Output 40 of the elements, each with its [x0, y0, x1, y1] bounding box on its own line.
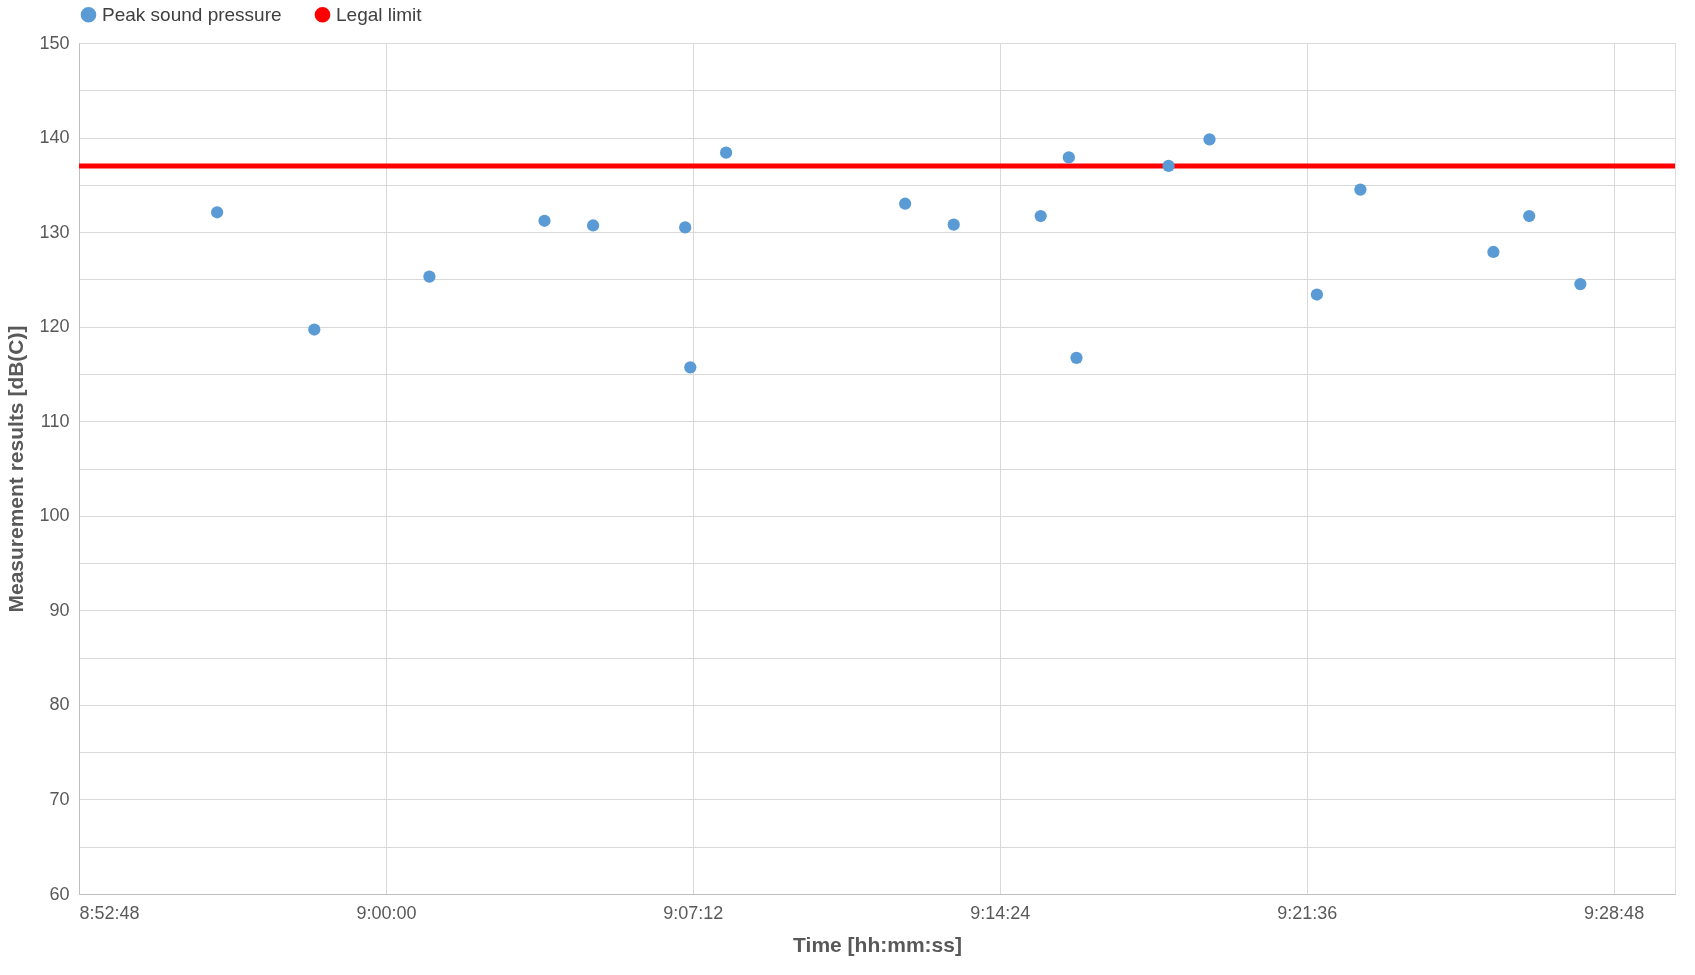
point: [423, 270, 436, 283]
x-tick-label: 9:07:12: [663, 902, 724, 923]
legend-label: Legal limit: [336, 3, 423, 25]
y-tick-label: 70: [49, 788, 70, 809]
point: [899, 197, 912, 210]
y-tick-label: 60: [49, 883, 70, 904]
point: [1203, 133, 1216, 146]
point: [947, 218, 960, 231]
point: [1070, 351, 1083, 364]
y-tick-label: 130: [39, 221, 70, 242]
y-axis-title: Measurement results [dB(C)]: [4, 325, 28, 613]
point: [308, 323, 321, 336]
point: [1354, 183, 1367, 196]
point: [1162, 159, 1175, 173]
point: [1523, 209, 1536, 223]
y-tick-label: 90: [49, 599, 70, 620]
y-tick-label: 140: [39, 127, 70, 148]
point: [719, 146, 733, 159]
point: [1062, 151, 1075, 164]
point: [1310, 288, 1324, 301]
x-tick-label: 8:52:48: [79, 902, 140, 923]
point: [679, 221, 692, 234]
x-tick-label: 9:28:48: [1584, 902, 1645, 923]
y-tick-label: 100: [39, 505, 70, 526]
y-tick-label: 120: [39, 316, 70, 337]
x-tick-label: 9:14:24: [970, 902, 1031, 923]
point: [1574, 278, 1587, 291]
legend-label: Peak sound pressure: [102, 3, 282, 25]
point: [1487, 245, 1500, 259]
x-axis-title: Time [hh:mm:ss]: [793, 932, 962, 956]
point: [538, 214, 551, 227]
point: [210, 206, 224, 219]
y-tick-label: 80: [49, 694, 70, 715]
y-tick-label: 110: [40, 410, 70, 431]
point: [1034, 209, 1047, 223]
point: [684, 361, 697, 374]
x-tick-label: 9:00:00: [356, 902, 417, 923]
point: [586, 219, 600, 232]
x-tick-label: 9:21:36: [1277, 902, 1338, 923]
y-tick-label: 150: [39, 32, 70, 53]
